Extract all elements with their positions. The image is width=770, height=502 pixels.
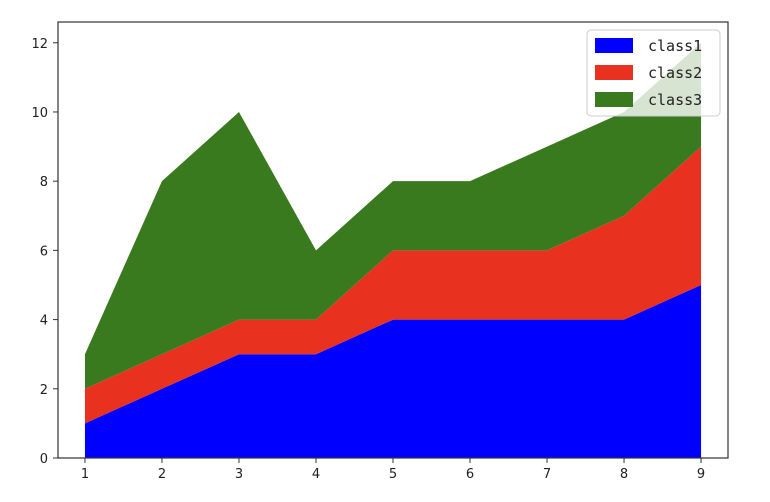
x-tick-label: 8 (620, 467, 628, 482)
legend: class1 class2 class3 (586, 29, 721, 117)
y-axis: 0 2 4 6 8 10 12 (31, 37, 58, 467)
area-series-group (84, 42, 702, 458)
x-tick-label: 3 (235, 467, 243, 482)
legend-swatch-class2 (595, 65, 633, 80)
y-tick-label: 8 (40, 175, 48, 190)
x-tick-label: 2 (158, 467, 166, 482)
y-tick-label: 6 (40, 244, 48, 259)
y-tick-label: 10 (31, 106, 48, 121)
y-tick-label: 0 (40, 452, 48, 467)
legend-label-class3: class3 (648, 91, 702, 109)
area-class1 (84, 284, 702, 458)
legend-swatch-class1 (595, 38, 633, 53)
y-tick-label: 4 (40, 314, 48, 329)
x-tick-label: 9 (697, 467, 705, 482)
x-tick-label: 6 (466, 467, 474, 482)
y-tick-label: 12 (31, 37, 48, 52)
legend-swatch-class3 (595, 92, 633, 107)
legend-label-class2: class2 (648, 64, 702, 82)
x-tick-label: 1 (81, 467, 89, 482)
x-tick-label: 5 (389, 467, 397, 482)
y-tick-label: 2 (40, 383, 48, 398)
x-axis: 1 2 3 4 5 6 7 8 9 (81, 458, 705, 482)
x-tick-label: 7 (543, 467, 551, 482)
legend-label-class1: class1 (648, 37, 702, 55)
area-class2 (84, 146, 702, 424)
x-tick-label: 4 (312, 467, 320, 482)
area-class3 (84, 42, 702, 389)
